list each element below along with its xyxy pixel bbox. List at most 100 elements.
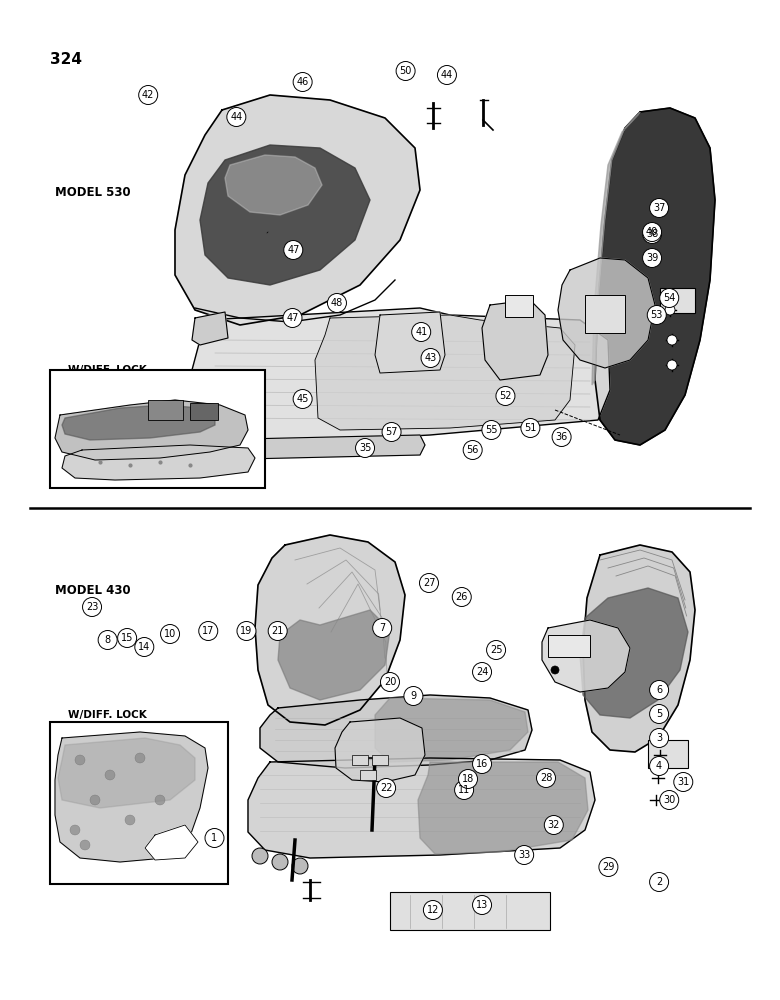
Text: W/DIFF. LOCK: W/DIFF. LOCK [68,710,147,720]
Circle shape [521,418,540,438]
Circle shape [473,662,491,682]
Text: 10: 10 [164,629,176,639]
Circle shape [599,857,618,876]
Text: 39: 39 [646,253,658,263]
Circle shape [452,587,471,606]
Circle shape [381,672,399,692]
Circle shape [237,621,256,641]
Text: 26: 26 [456,592,468,602]
Circle shape [125,815,135,825]
Circle shape [356,438,374,458]
Circle shape [455,780,473,800]
Circle shape [667,360,677,370]
Text: 53: 53 [651,310,663,320]
Text: 44: 44 [230,112,243,122]
Circle shape [421,349,440,367]
Circle shape [98,631,117,650]
Circle shape [396,62,415,81]
Text: 47: 47 [286,313,299,323]
Text: 23: 23 [86,602,98,612]
Circle shape [650,680,668,700]
Circle shape [155,795,165,805]
Circle shape [551,666,559,674]
Circle shape [667,335,677,345]
Circle shape [665,305,675,315]
Text: 18: 18 [462,774,474,784]
Text: 27: 27 [423,578,435,588]
Circle shape [293,389,312,408]
Polygon shape [195,435,425,460]
Circle shape [404,686,423,706]
Polygon shape [278,610,390,700]
Text: 13: 13 [476,900,488,910]
Polygon shape [225,155,322,215]
Text: 3: 3 [656,733,662,743]
Circle shape [438,66,456,85]
Polygon shape [558,258,655,368]
Bar [660,288,695,313]
Circle shape [674,772,693,792]
Polygon shape [192,308,610,445]
Bar [360,770,376,780]
Circle shape [643,225,661,243]
Circle shape [80,840,90,850]
Circle shape [377,778,395,798]
Text: 55: 55 [485,425,498,435]
Circle shape [473,754,491,774]
Circle shape [537,768,555,788]
Text: 48: 48 [331,298,343,308]
Circle shape [105,770,115,780]
Text: 54: 54 [663,293,675,303]
Text: 28: 28 [540,773,552,783]
Circle shape [650,704,668,724]
Polygon shape [192,312,228,345]
Text: 38: 38 [646,229,658,239]
Polygon shape [335,718,425,782]
Bar [585,295,625,333]
Text: 24: 24 [476,667,488,677]
Circle shape [650,872,668,892]
Polygon shape [315,315,575,430]
Text: 9: 9 [410,691,417,701]
Circle shape [203,445,217,459]
Polygon shape [62,405,215,440]
Circle shape [459,770,477,788]
Bar [548,635,590,657]
Circle shape [424,900,442,920]
Polygon shape [55,400,248,460]
Bar [50,370,265,488]
Text: 25: 25 [490,645,502,655]
Polygon shape [592,112,640,385]
Text: 12: 12 [427,905,439,915]
Text: 19: 19 [240,626,253,636]
Circle shape [70,825,80,835]
Polygon shape [55,732,208,862]
Circle shape [292,858,308,874]
Circle shape [293,73,312,92]
Text: 5: 5 [656,709,662,719]
Text: 56: 56 [466,445,479,455]
Text: 37: 37 [653,203,665,213]
Circle shape [487,641,505,660]
Polygon shape [145,825,198,860]
Circle shape [650,198,668,218]
Text: 16: 16 [476,759,488,769]
Text: 57: 57 [385,427,398,437]
Text: 43: 43 [424,353,437,363]
Text: 41: 41 [415,327,427,337]
Text: 14: 14 [138,642,151,652]
Bar [352,755,368,765]
Bar [372,755,388,765]
Polygon shape [255,535,405,725]
Circle shape [328,294,346,312]
Circle shape [412,322,431,342]
Text: 45: 45 [296,394,309,404]
Text: 29: 29 [602,862,615,872]
Text: 21: 21 [271,626,284,636]
Circle shape [373,618,392,638]
Circle shape [660,288,679,308]
Text: 33: 33 [518,850,530,860]
Circle shape [90,795,100,805]
Text: 32: 32 [548,820,560,830]
Circle shape [199,621,218,641]
